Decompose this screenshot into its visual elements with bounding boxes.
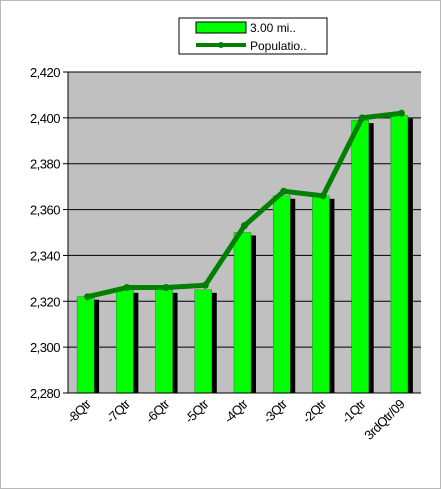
- legend: 3.00 mi.. Populatio..: [178, 17, 328, 55]
- x-tick-label: -4Qtr: [221, 396, 252, 427]
- y-axis-ticks: 2,280 2,300 2,320 2,340 2,360 2,380 2,400 2,420: [30, 65, 69, 401]
- x-tick-label: 3rdQtr/09: [361, 396, 407, 442]
- bar: [155, 289, 173, 394]
- line-point: [162, 284, 170, 292]
- x-tick-label: -5Qtr: [182, 396, 213, 427]
- bar-series: [68, 115, 421, 394]
- legend-entry-bar: 3.00 mi..: [250, 21, 296, 35]
- line-point: [280, 187, 288, 195]
- legend-entry-line: Populatio..: [250, 39, 307, 53]
- x-tick-label: -6Qtr: [142, 396, 173, 427]
- bar: [312, 195, 330, 394]
- y-tick-label: 2,360: [30, 203, 60, 218]
- legend-bar-swatch: [195, 21, 247, 34]
- x-tick-label: -1Qtr: [339, 396, 370, 427]
- line-point: [241, 222, 248, 230]
- y-tick-label: 2,420: [30, 65, 60, 80]
- x-tick-label: -3Qtr: [260, 396, 291, 427]
- bar: [233, 232, 252, 394]
- x-tick-label: -7Qtr: [103, 396, 134, 427]
- bar: [116, 289, 134, 394]
- line-point: [84, 293, 92, 301]
- bar: [351, 119, 369, 394]
- bar: [194, 289, 213, 394]
- y-tick-label: 2,320: [30, 294, 60, 309]
- y-tick-label: 2,400: [30, 111, 60, 126]
- bar: [390, 115, 409, 394]
- line-point: [397, 109, 405, 117]
- y-tick-label: 2,300: [30, 340, 60, 355]
- line-point: [319, 192, 327, 200]
- y-tick-label: 2,380: [30, 157, 60, 172]
- bar: [272, 195, 291, 394]
- y-tick-label: 2,280: [30, 386, 60, 401]
- line-series: [84, 109, 405, 301]
- line-point: [123, 284, 131, 292]
- y-tick-label: 2,340: [30, 248, 60, 263]
- x-tick-label: -2Qtr: [299, 396, 330, 427]
- x-axis-ticks: -8Qtr -7Qtr -6Qtr -5Qtr -4Qtr -3Qtr -2Qtr -1Qtr…: [64, 396, 408, 443]
- legend-line-marker: [218, 42, 224, 48]
- line-point: [201, 281, 209, 289]
- x-tick-label: -8Qtr: [64, 396, 95, 427]
- line-point: [358, 114, 366, 122]
- bar: [76, 296, 95, 394]
